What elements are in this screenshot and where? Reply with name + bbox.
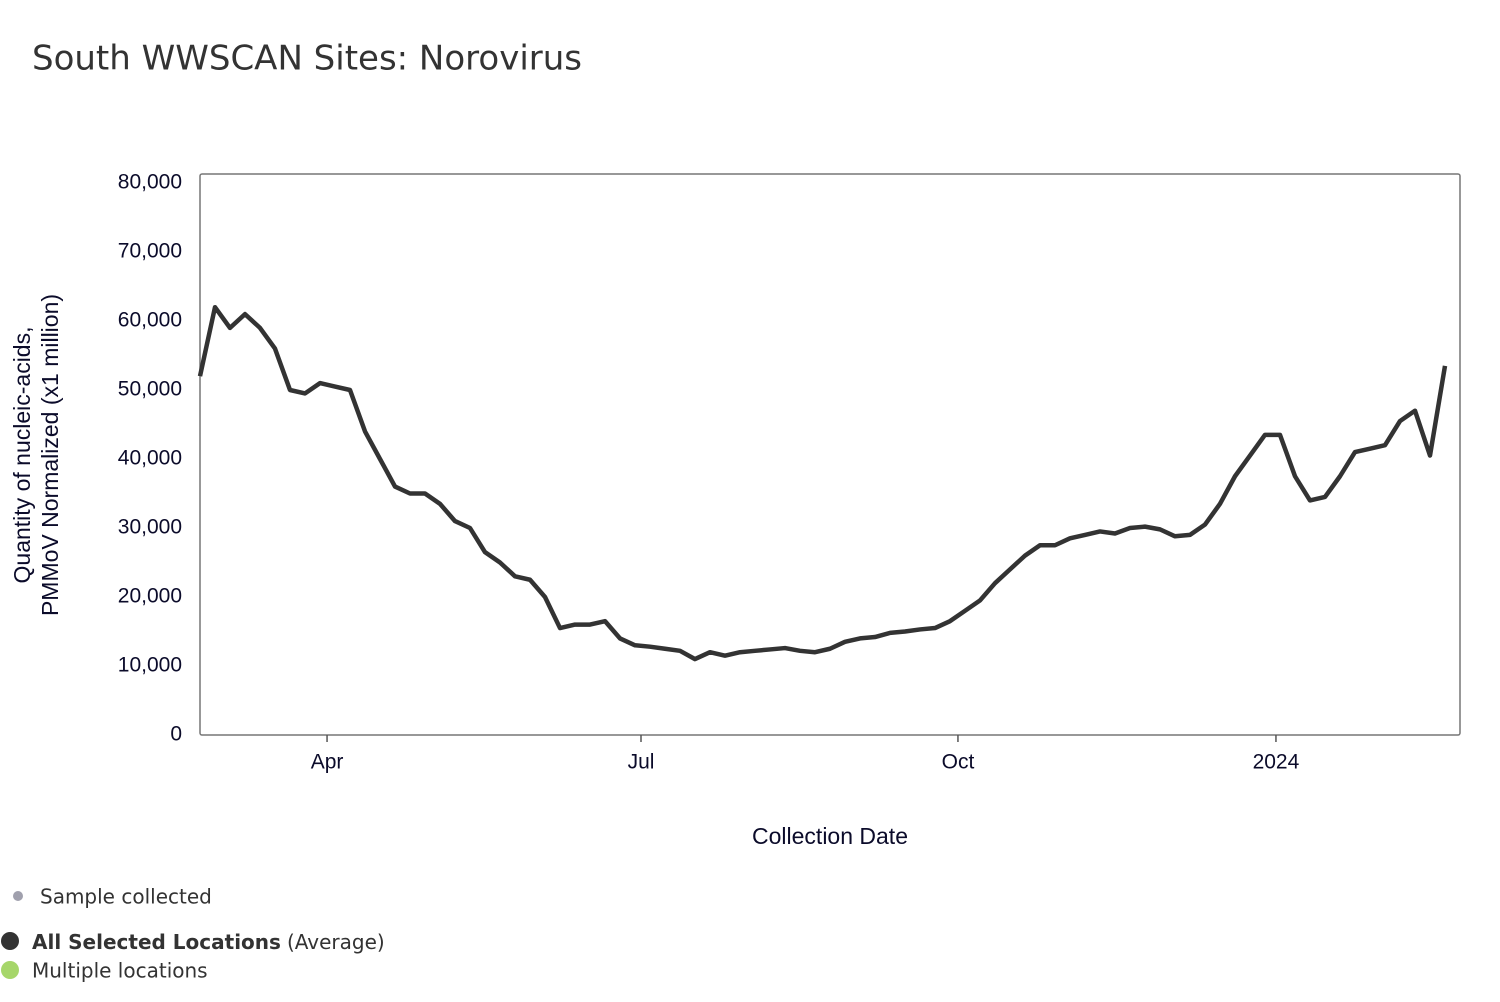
legend-marker [1, 961, 19, 979]
y-tick-label: 30,000 [118, 516, 182, 539]
legend-series-suffix: (Average) [287, 930, 385, 954]
y-tick-label: 10,000 [118, 654, 182, 677]
x-tick-label: Oct [942, 751, 975, 774]
x-axis-label: Collection Date [752, 823, 908, 849]
legend-label: Multiple locations [32, 959, 208, 983]
x-tick-label: Jul [628, 751, 655, 774]
y-tick-label: 40,000 [118, 447, 182, 470]
data-line [197, 304, 1448, 662]
x-tick-label: 2024 [1253, 751, 1300, 774]
legend-series-name: All Selected Locations [32, 930, 281, 954]
legend-marker [13, 891, 23, 901]
chart-title: South WWSCAN Sites: Norovirus [32, 39, 582, 79]
y-tick-label: 0 [170, 723, 182, 746]
y-tick-label: 20,000 [118, 585, 182, 608]
y-axis-label-line: Quantity of nucleic-acids, [9, 327, 35, 584]
x-tick-label: Apr [311, 751, 344, 774]
y-tick-label: 60,000 [118, 309, 182, 332]
y-axis-label: Quantity of nucleic-acids, PMMoV Normali… [9, 294, 63, 616]
legend-marker [1, 932, 19, 950]
y-tick-label: 80,000 [118, 171, 182, 194]
y-axis-label-line: PMMoV Normalized (x1 million) [37, 294, 63, 616]
legend-label: All Selected Locations (Average) [32, 930, 385, 954]
y-tick-label: 50,000 [118, 378, 182, 401]
plot-frame [199, 173, 1461, 736]
y-tick-label: 70,000 [118, 240, 182, 263]
legend-label: Sample collected [40, 885, 212, 909]
